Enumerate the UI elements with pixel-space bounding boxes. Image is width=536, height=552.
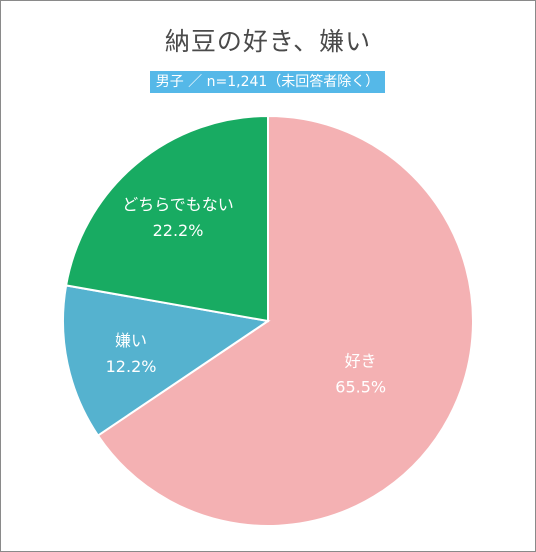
pie-labels: 好き 65.5% 嫌い 12.2% どちらでもない 22.2% [106, 195, 386, 397]
pie-slices [62, 114, 474, 527]
slice-value-label: 65.5% [335, 377, 386, 396]
slice-label: どちらでもない [122, 195, 234, 214]
slice-value-label: 22.2% [153, 221, 204, 240]
slice-label: 嫌い [115, 331, 147, 350]
slice-value-label: 12.2% [106, 357, 157, 376]
slice-suki [96, 114, 474, 527]
chart-subtitle-badge: 男子 ／ n=1,241（未回答者除く） [150, 71, 385, 93]
slice-label: 好き [345, 351, 377, 370]
chart-title: 納豆の好き、嫌い [164, 27, 372, 56]
slice-dochiramo [64, 114, 269, 323]
slice-kirai [62, 284, 271, 437]
